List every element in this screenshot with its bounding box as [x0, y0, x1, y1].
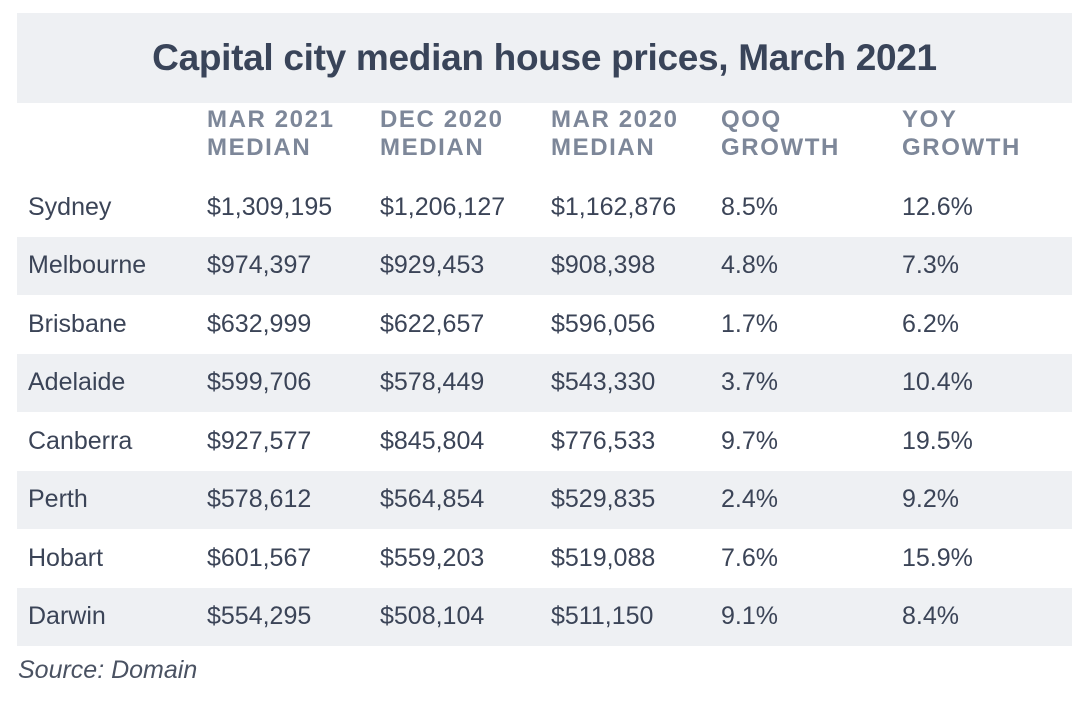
cell-qoq-growth: 1.7%: [721, 309, 778, 338]
cell-qoq-growth: 3.7%: [721, 368, 778, 397]
column-header-qoq-growth: QOQ GROWTH: [721, 106, 840, 162]
column-header-line1: MAR 2021: [207, 106, 335, 133]
table-row: Perth $578,612 $564,854 $529,835 2.4% 9.2%: [17, 470, 1072, 529]
cell-qoq-growth: 9.1%: [721, 602, 778, 631]
column-header-line2: MEDIAN: [207, 134, 312, 161]
table-row: Brisbane $632,999 $622,657 $596,056 1.7% 6.2%: [17, 295, 1072, 354]
cell-yoy-growth: 8.4%: [902, 602, 959, 631]
cell-city: Melbourne: [28, 251, 147, 280]
price-table: Capital city median house prices, March …: [17, 13, 1072, 646]
cell-dec-2020-median: $622,657: [380, 309, 485, 338]
column-header-line1: MAR 2020: [551, 106, 679, 133]
column-header-line2: GROWTH: [902, 134, 1021, 161]
cell-mar-2020-median: $519,088: [551, 543, 656, 572]
cell-qoq-growth: 4.8%: [721, 251, 778, 280]
column-header-line2: GROWTH: [721, 134, 840, 161]
column-header-line2: MEDIAN: [380, 134, 485, 161]
table-row: Darwin $554,295 $508,104 $511,150 9.1% 8.4%: [17, 587, 1072, 646]
table-row: Hobart $601,567 $559,203 $519,088 7.6% 15.9%: [17, 529, 1072, 588]
cell-qoq-growth: 2.4%: [721, 485, 778, 514]
column-header-line1: QOQ: [721, 106, 782, 133]
column-header-line1: YOY: [902, 106, 958, 133]
column-header-line2: MEDIAN: [551, 134, 656, 161]
cell-qoq-growth: 8.5%: [721, 192, 778, 221]
cell-mar-2021-median: $927,577: [207, 426, 312, 455]
table-row: Adelaide $599,706 $578,449 $543,330 3.7% 10.4…: [17, 353, 1072, 412]
cell-city: Hobart: [28, 543, 104, 572]
cell-yoy-growth: 15.9%: [902, 543, 973, 572]
cell-city: Adelaide: [28, 368, 126, 397]
table-row: Sydney $1,309,195 $1,206,127 $1,162,876 8.5%…: [17, 178, 1072, 237]
cell-mar-2020-median: $529,835: [551, 485, 656, 514]
cell-city: Darwin: [28, 602, 106, 631]
cell-mar-2021-median: $974,397: [207, 251, 312, 280]
cell-yoy-growth: 19.5%: [902, 426, 973, 455]
column-header-yoy-growth: YOY GROWTH: [902, 106, 1021, 162]
cell-mar-2020-median: $1,162,876: [551, 192, 677, 221]
cell-dec-2020-median: $845,804: [380, 426, 485, 455]
table-row: Melbourne $974,397 $929,453 $908,398 4.8% 7.3…: [17, 236, 1072, 295]
cell-city: Sydney: [28, 192, 112, 221]
cell-mar-2021-median: $601,567: [207, 543, 312, 572]
cell-mar-2020-median: $908,398: [551, 251, 656, 280]
cell-city: Perth: [28, 485, 88, 514]
table-title: Capital city median house prices, March …: [152, 37, 937, 78]
cell-yoy-growth: 6.2%: [902, 309, 959, 338]
column-header-mar-2020-median: MAR 2020 MEDIAN: [551, 106, 679, 162]
cell-dec-2020-median: $1,206,127: [380, 192, 506, 221]
cell-yoy-growth: 9.2%: [902, 485, 959, 514]
cell-qoq-growth: 9.7%: [721, 426, 778, 455]
cell-dec-2020-median: $564,854: [380, 485, 485, 514]
cell-yoy-growth: 12.6%: [902, 192, 973, 221]
cell-mar-2020-median: $543,330: [551, 368, 656, 397]
cell-mar-2021-median: $578,612: [207, 485, 312, 514]
cell-mar-2020-median: $596,056: [551, 309, 656, 338]
table-body: Sydney $1,309,195 $1,206,127 $1,162,876 8.5%…: [17, 178, 1072, 646]
cell-mar-2021-median: $554,295: [207, 602, 312, 631]
cell-qoq-growth: 7.6%: [721, 543, 778, 572]
cell-city: Canberra: [28, 426, 133, 455]
cell-yoy-growth: 10.4%: [902, 368, 973, 397]
cell-dec-2020-median: $929,453: [380, 251, 485, 280]
cell-yoy-growth: 7.3%: [902, 251, 959, 280]
cell-dec-2020-median: $508,104: [380, 602, 485, 631]
cell-mar-2021-median: $632,999: [207, 309, 312, 338]
cell-dec-2020-median: $578,449: [380, 368, 485, 397]
cell-mar-2021-median: $599,706: [207, 368, 312, 397]
source-note: Source: Domain: [18, 656, 198, 684]
cell-mar-2020-median: $776,533: [551, 426, 656, 455]
cell-mar-2020-median: $511,150: [551, 602, 654, 631]
cell-dec-2020-median: $559,203: [380, 543, 485, 572]
column-header-mar-2021-median: MAR 2021 MEDIAN: [207, 106, 335, 162]
cell-city: Brisbane: [28, 309, 127, 338]
table-row: Canberra $927,577 $845,804 $776,533 9.7% 19.5…: [17, 412, 1072, 471]
title-bar: Capital city median house prices, March …: [17, 13, 1072, 103]
cell-mar-2021-median: $1,309,195: [207, 192, 333, 221]
header-row: MAR 2021 MEDIAN DEC 2020 MEDIAN MAR 2020 MEDI…: [17, 103, 1072, 178]
column-header-line1: DEC 2020: [380, 106, 504, 133]
column-header-dec-2020-median: DEC 2020 MEDIAN: [380, 106, 504, 162]
